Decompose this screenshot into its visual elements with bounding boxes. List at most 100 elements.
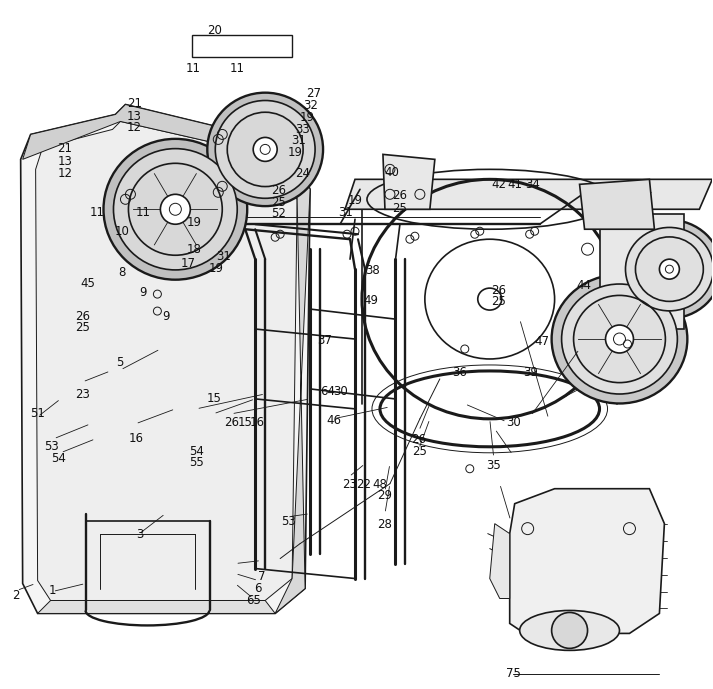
Ellipse shape [113,149,237,270]
Polygon shape [23,105,297,199]
Text: 31: 31 [292,134,307,147]
Ellipse shape [520,610,620,650]
Text: 15: 15 [237,416,252,429]
Text: 10: 10 [114,225,129,238]
Text: 23: 23 [75,387,90,400]
Text: 19: 19 [288,146,303,159]
Polygon shape [383,154,435,209]
Text: 11: 11 [135,206,150,219]
Text: 27: 27 [307,87,322,100]
Text: 21: 21 [127,97,142,110]
Text: 47: 47 [534,336,549,348]
Text: 37: 37 [317,334,332,347]
Text: 54: 54 [189,444,204,457]
Text: 3: 3 [135,528,143,541]
Text: 46: 46 [327,413,342,426]
Text: 9: 9 [139,286,147,299]
Text: 16: 16 [128,431,143,444]
Circle shape [160,194,190,224]
Text: 9: 9 [162,311,170,324]
Text: 34: 34 [525,178,540,192]
Circle shape [552,613,588,648]
Text: 12: 12 [57,167,72,181]
Text: 18: 18 [187,243,202,256]
Text: 11: 11 [230,61,245,74]
Text: 26: 26 [225,416,240,429]
Text: 64: 64 [321,384,336,398]
Text: 75: 75 [506,667,520,679]
Text: 44: 44 [577,279,592,292]
Text: 25: 25 [75,322,90,334]
Text: 28: 28 [377,518,392,531]
Text: 25: 25 [391,202,406,215]
Polygon shape [345,179,712,209]
Text: 11: 11 [185,61,200,74]
Text: 26: 26 [75,311,90,324]
Text: 33: 33 [295,123,309,136]
Text: 21: 21 [57,142,72,155]
Polygon shape [275,145,310,613]
Text: 45: 45 [80,278,95,291]
Text: 19: 19 [299,111,314,124]
Text: 19: 19 [187,216,202,229]
Text: 11: 11 [90,206,105,219]
Ellipse shape [103,139,247,280]
Polygon shape [38,601,275,613]
Text: 30: 30 [506,416,520,429]
Text: 31: 31 [216,250,231,263]
Text: 13: 13 [127,110,142,123]
Text: 35: 35 [486,459,501,472]
Text: 36: 36 [452,365,467,378]
Text: 41: 41 [508,178,523,192]
Circle shape [253,137,277,161]
Text: 32: 32 [303,99,318,112]
Circle shape [660,259,679,279]
Polygon shape [600,214,684,329]
Text: 52: 52 [271,207,286,220]
Text: 20: 20 [207,23,222,37]
Polygon shape [490,524,510,599]
Text: 54: 54 [51,452,66,465]
Circle shape [605,325,633,353]
Ellipse shape [552,274,687,404]
Text: 19: 19 [209,263,224,276]
Polygon shape [36,121,297,601]
Text: 23: 23 [342,478,356,491]
Text: 26: 26 [391,189,406,203]
Text: 25: 25 [271,196,286,209]
Ellipse shape [207,92,323,206]
Polygon shape [580,179,655,229]
Text: 65: 65 [246,594,261,607]
Text: 30: 30 [333,384,347,398]
Text: 16: 16 [250,416,265,429]
Text: 19: 19 [347,194,363,207]
Text: 25: 25 [491,295,506,308]
Text: 5: 5 [116,356,124,369]
Text: 7: 7 [258,570,266,584]
Ellipse shape [625,227,713,311]
Text: 39: 39 [523,365,538,378]
Text: 51: 51 [30,407,45,420]
Ellipse shape [617,220,713,318]
Text: 8: 8 [118,266,125,279]
Text: 31: 31 [338,206,352,219]
Text: 25: 25 [411,444,426,457]
Ellipse shape [562,284,677,394]
Text: 26: 26 [491,284,506,297]
Text: 24: 24 [295,167,310,180]
Text: 22: 22 [356,478,371,491]
Text: 49: 49 [363,294,378,307]
Text: 48: 48 [373,478,387,491]
Text: 12: 12 [127,121,142,134]
Polygon shape [21,105,310,613]
Text: 42: 42 [491,178,506,192]
Polygon shape [510,489,665,633]
Text: 26: 26 [271,184,286,197]
Ellipse shape [215,101,315,198]
Text: 1: 1 [48,584,56,597]
Text: 26: 26 [411,433,426,446]
Text: 2: 2 [13,589,20,602]
Text: 15: 15 [207,391,222,404]
Text: 38: 38 [366,265,380,278]
Text: 40: 40 [384,166,399,179]
